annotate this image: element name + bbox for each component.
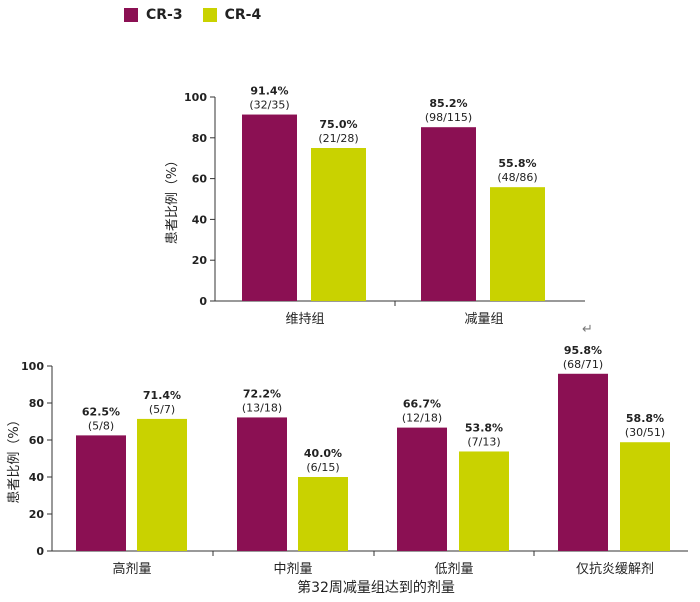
bottom-data-label: 40.0% — [304, 447, 342, 460]
top-data-label: 55.8% — [498, 157, 536, 170]
bottom-category-label: 高剂量 — [112, 561, 151, 577]
bottom-data-label: 66.7% — [403, 398, 441, 411]
bottom-bar-cr-3-1 — [237, 417, 287, 551]
bottom-data-count: (30/51) — [625, 426, 665, 439]
bottom-data-label: 95.8% — [564, 344, 602, 357]
bottom-data-label: 58.8% — [626, 412, 664, 425]
bottom-bar-cr-3-2 — [397, 427, 447, 551]
top-y-tick-label: 40 — [192, 213, 208, 226]
bottom-data-count: (68/71) — [563, 358, 603, 371]
bottom-bar-cr-4-1 — [298, 477, 348, 551]
bottom-data-count: (7/13) — [467, 435, 500, 448]
bottom-y-tick-label: 40 — [29, 471, 45, 484]
bottom-bar-cr-3-3 — [558, 373, 608, 551]
bottom-data-count: (5/7) — [149, 403, 175, 416]
bottom-category-label: 低剂量 — [434, 562, 473, 577]
top-bar-cr-3-1 — [421, 127, 476, 301]
bottom-data-label: 72.2% — [243, 387, 281, 400]
top-category-label: 减量组 — [464, 312, 503, 327]
bottom-data-count: (5/8) — [88, 419, 114, 432]
bottom-category-label: 中剂量 — [273, 562, 312, 577]
bottom-y-tick-label: 100 — [21, 360, 44, 373]
top-data-label: 85.2% — [429, 97, 467, 110]
top-y-tick-label: 20 — [192, 254, 208, 267]
bottom-y-tick-label: 60 — [29, 434, 45, 447]
return-symbol: ↵ — [582, 322, 593, 337]
bottom-x-axis-label: 第32周减量组达到的剂量 — [297, 579, 455, 596]
top-category-label: 维持组 — [285, 312, 324, 327]
bottom-y-axis-label: 患者比例（%） — [7, 413, 22, 503]
top-y-tick-label: 0 — [199, 295, 207, 308]
legend-item-cr4[interactable]: CR-4 — [202, 7, 262, 23]
top-bar-cr-4-0 — [311, 148, 366, 301]
top-bar-cr-3-0 — [242, 114, 297, 301]
bottom-bar-cr-3-0 — [76, 435, 126, 551]
top-bar-cr-4-1 — [490, 187, 545, 301]
bottom-y-tick-label: 80 — [29, 397, 45, 410]
legend-swatch-cr4 — [202, 8, 217, 22]
bottom-bar-cr-4-2 — [459, 451, 509, 551]
top-data-count: (21/28) — [318, 132, 358, 145]
top-y-tick-label: 100 — [184, 91, 207, 104]
bottom-category-label: 仅抗炎缓解剂 — [576, 562, 654, 577]
bottom-data-count: (12/18) — [402, 412, 442, 425]
legend-label-cr3: CR-3 — [146, 7, 183, 23]
top-y-tick-label: 80 — [192, 132, 208, 145]
bottom-data-label: 71.4% — [143, 389, 181, 402]
bottom-data-count: (6/15) — [306, 461, 339, 474]
bottom-data-label: 53.8% — [465, 421, 503, 434]
legend-item-cr3[interactable]: CR-3 — [124, 7, 183, 23]
bottom-y-tick-label: 0 — [36, 545, 44, 558]
top-data-count: (32/35) — [249, 99, 289, 112]
top-y-axis-label: 患者比例（%） — [165, 154, 180, 244]
top-data-label: 91.4% — [250, 85, 288, 98]
bottom-bar-cr-4-3 — [620, 442, 670, 551]
legend: CR-3 CR-4 — [124, 7, 281, 23]
bottom-y-tick-label: 20 — [29, 508, 45, 521]
bottom-data-label: 62.5% — [82, 405, 120, 418]
top-data-count: (98/115) — [425, 111, 472, 124]
top-data-label: 75.0% — [319, 118, 357, 131]
legend-swatch-cr3 — [124, 8, 138, 22]
top-data-count: (48/86) — [497, 171, 537, 184]
legend-label-cr4: CR-4 — [224, 7, 262, 23]
bottom-bar-cr-4-0 — [137, 418, 187, 551]
top-y-tick-label: 60 — [192, 173, 208, 186]
bottom-data-count: (13/18) — [242, 401, 282, 414]
